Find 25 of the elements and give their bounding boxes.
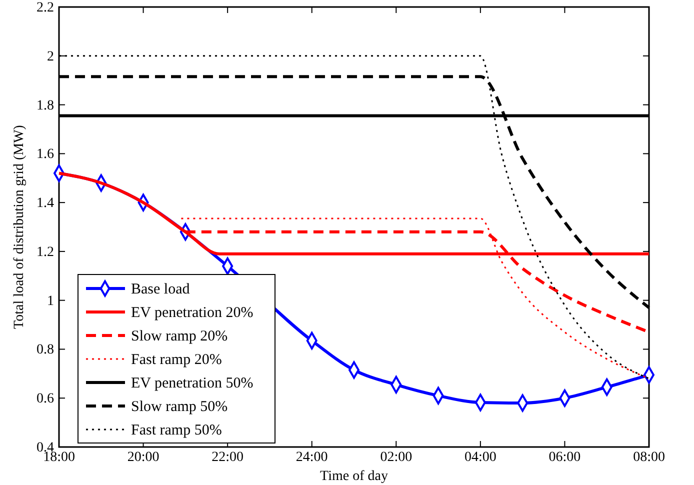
legend-label: Slow ramp 50% — [131, 399, 228, 415]
y-tick-label: 1.6 — [36, 147, 54, 162]
y-tick-label: 0.8 — [36, 342, 54, 358]
y-tick-label: 2 — [47, 49, 54, 64]
legend-label: Slow ramp 20% — [131, 328, 228, 344]
x-tick-label: 08:00 — [633, 450, 665, 465]
y-tick-label: 0.6 — [36, 392, 54, 407]
x-tick-label: 20:00 — [127, 450, 160, 465]
x-tick-label: 24:00 — [296, 450, 328, 465]
y-tick-label: 1 — [47, 294, 54, 309]
legend-label: Fast ramp 50% — [131, 422, 222, 438]
x-tick-label: 04:00 — [464, 450, 496, 465]
x-tick-label: 22:00 — [212, 450, 244, 465]
legend-label: EV penetration 20% — [131, 305, 254, 321]
legend-label: EV penetration 50% — [131, 376, 254, 392]
legend-label: Base load — [131, 282, 190, 298]
y-axis-title: Total load of distribution grid (MW) — [12, 124, 27, 329]
y-tick-label: 2.2 — [36, 0, 54, 16]
y-tick-label: 1.2 — [36, 244, 54, 260]
y-tick-label: 1.8 — [36, 98, 54, 114]
x-axis-title: Time of day — [320, 469, 388, 484]
x-tick-label: 02:00 — [380, 450, 412, 465]
legend-label: Fast ramp 20% — [131, 352, 222, 368]
y-tick-label: 1.4 — [36, 196, 54, 212]
x-tick-label: 06:00 — [548, 450, 581, 465]
